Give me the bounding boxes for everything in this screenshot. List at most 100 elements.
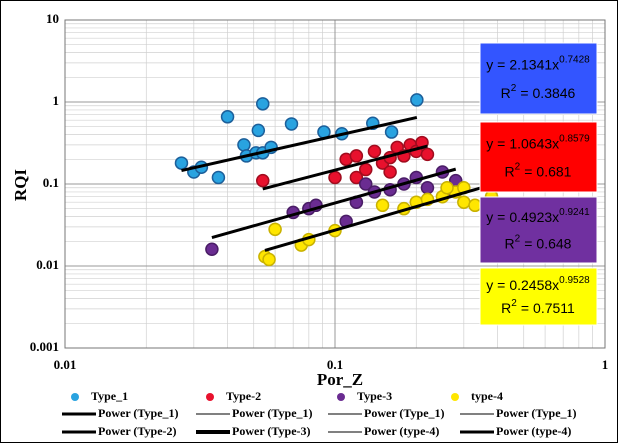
y-tick-label: 0.001: [30, 339, 59, 354]
legend-label: Power (Type_1): [364, 406, 445, 420]
x-tick-label: 0.01: [54, 357, 77, 372]
y-tick-label: 0.01: [36, 257, 59, 272]
eq-coef: 0.2458: [509, 277, 552, 293]
r2-val: 0.7511: [533, 300, 575, 316]
point: [410, 93, 424, 107]
legend-label: Type_1: [91, 389, 128, 403]
eq-y: y =: [486, 56, 505, 72]
point: [457, 195, 471, 209]
point: [420, 181, 435, 195]
eq-x: x: [552, 135, 559, 151]
trendline: [264, 183, 492, 252]
eq-coef: 2.1341: [509, 56, 552, 72]
fit-r2: R2 = 0.648: [505, 233, 572, 251]
y-tick-label: 1: [53, 93, 60, 108]
y-tick-label: 10: [46, 11, 59, 26]
legend-marker: [451, 393, 459, 401]
point: [468, 198, 482, 213]
r2-eq: =: [524, 235, 532, 251]
legend-label: Power (Type-2): [98, 424, 177, 438]
trendline: [181, 115, 418, 173]
legend-label: Power (type-4): [364, 424, 439, 438]
legend-marker: [71, 393, 79, 401]
eq-y: y =: [486, 135, 505, 151]
eq-coef: 0.4923: [509, 209, 552, 225]
point: [211, 170, 226, 185]
r2-eq: =: [521, 300, 529, 316]
eq-exp: 0.8579: [559, 133, 590, 144]
y-axis-label: RQI: [11, 169, 30, 202]
point: [205, 242, 219, 257]
r2-r: R: [505, 235, 515, 251]
r2-sq: 2: [515, 233, 521, 244]
eq-coef: 1.0643: [509, 135, 552, 151]
point: [174, 156, 189, 170]
r2-eq: =: [524, 163, 532, 179]
point: [255, 173, 270, 188]
trendline: [262, 144, 428, 191]
fit-box: [479, 42, 598, 115]
fit-box: [479, 121, 598, 193]
fit-r2: R2 = 0.3846: [501, 83, 576, 101]
fit-box: [479, 196, 598, 264]
trendline: [211, 167, 457, 240]
eq-exp: 0.9528: [559, 275, 590, 286]
x-tick-label: 0.1: [327, 357, 343, 372]
eq-exp: 0.7428: [559, 54, 590, 65]
point: [359, 177, 373, 191]
eq-exp: 0.9241: [559, 207, 590, 218]
legend-marker: [206, 393, 214, 401]
r2-sq: 2: [515, 161, 521, 172]
point: [420, 147, 435, 162]
legend-label: Power (Type_1): [98, 406, 179, 420]
x-axis-label: Por_Z: [317, 370, 363, 389]
r2-val: 0.681: [536, 163, 571, 179]
eq-x: x: [552, 56, 559, 72]
point: [255, 97, 270, 111]
fit-equation: y = 0.4923x0.9241: [486, 207, 590, 225]
point: [375, 198, 390, 213]
point: [367, 144, 382, 159]
plot-area: [64, 19, 606, 349]
r2-r: R: [505, 163, 515, 179]
r2-eq: =: [520, 85, 528, 101]
point: [383, 165, 397, 179]
r2-r: R: [501, 85, 511, 101]
fit-equation: y = 0.2458x0.9528: [486, 275, 590, 293]
eq-x: x: [552, 209, 559, 225]
fit-equation: y = 1.0643x0.8579: [486, 133, 590, 151]
legend-label: Type-2: [226, 389, 261, 403]
legend-label: Type-3: [357, 389, 392, 403]
point: [384, 125, 399, 139]
r2-val: 0.648: [536, 235, 571, 251]
fit-box: [479, 267, 598, 326]
fit-r2: R2 = 0.681: [505, 161, 572, 179]
r2-sq: 2: [511, 298, 517, 309]
r2-val: 0.3846: [533, 85, 576, 101]
x-tick-label: 1: [602, 357, 609, 372]
eq-x: x: [552, 277, 559, 293]
eq-y: y =: [486, 277, 505, 293]
point: [349, 149, 364, 163]
point: [349, 170, 364, 185]
fit-equation: y = 2.1341x0.7428: [486, 54, 590, 72]
r2-sq: 2: [511, 83, 517, 94]
legend-marker: [337, 393, 345, 401]
point: [262, 252, 276, 267]
legend-label: Power (type-4): [496, 424, 571, 438]
fit-r2: R2 = 0.7511: [501, 298, 575, 316]
legend-label: type-4: [471, 389, 503, 403]
legend-label: Power (Type_1): [496, 406, 577, 420]
point: [440, 181, 454, 195]
r2-r: R: [501, 300, 511, 316]
point: [328, 170, 342, 185]
legend-label: Power (Type-3): [232, 424, 311, 438]
eq-y: y =: [486, 209, 505, 225]
point: [284, 117, 299, 131]
point: [237, 138, 251, 152]
y-tick-label: 0.1: [43, 175, 59, 190]
point: [251, 123, 266, 138]
point: [220, 110, 235, 124]
point: [268, 222, 282, 237]
